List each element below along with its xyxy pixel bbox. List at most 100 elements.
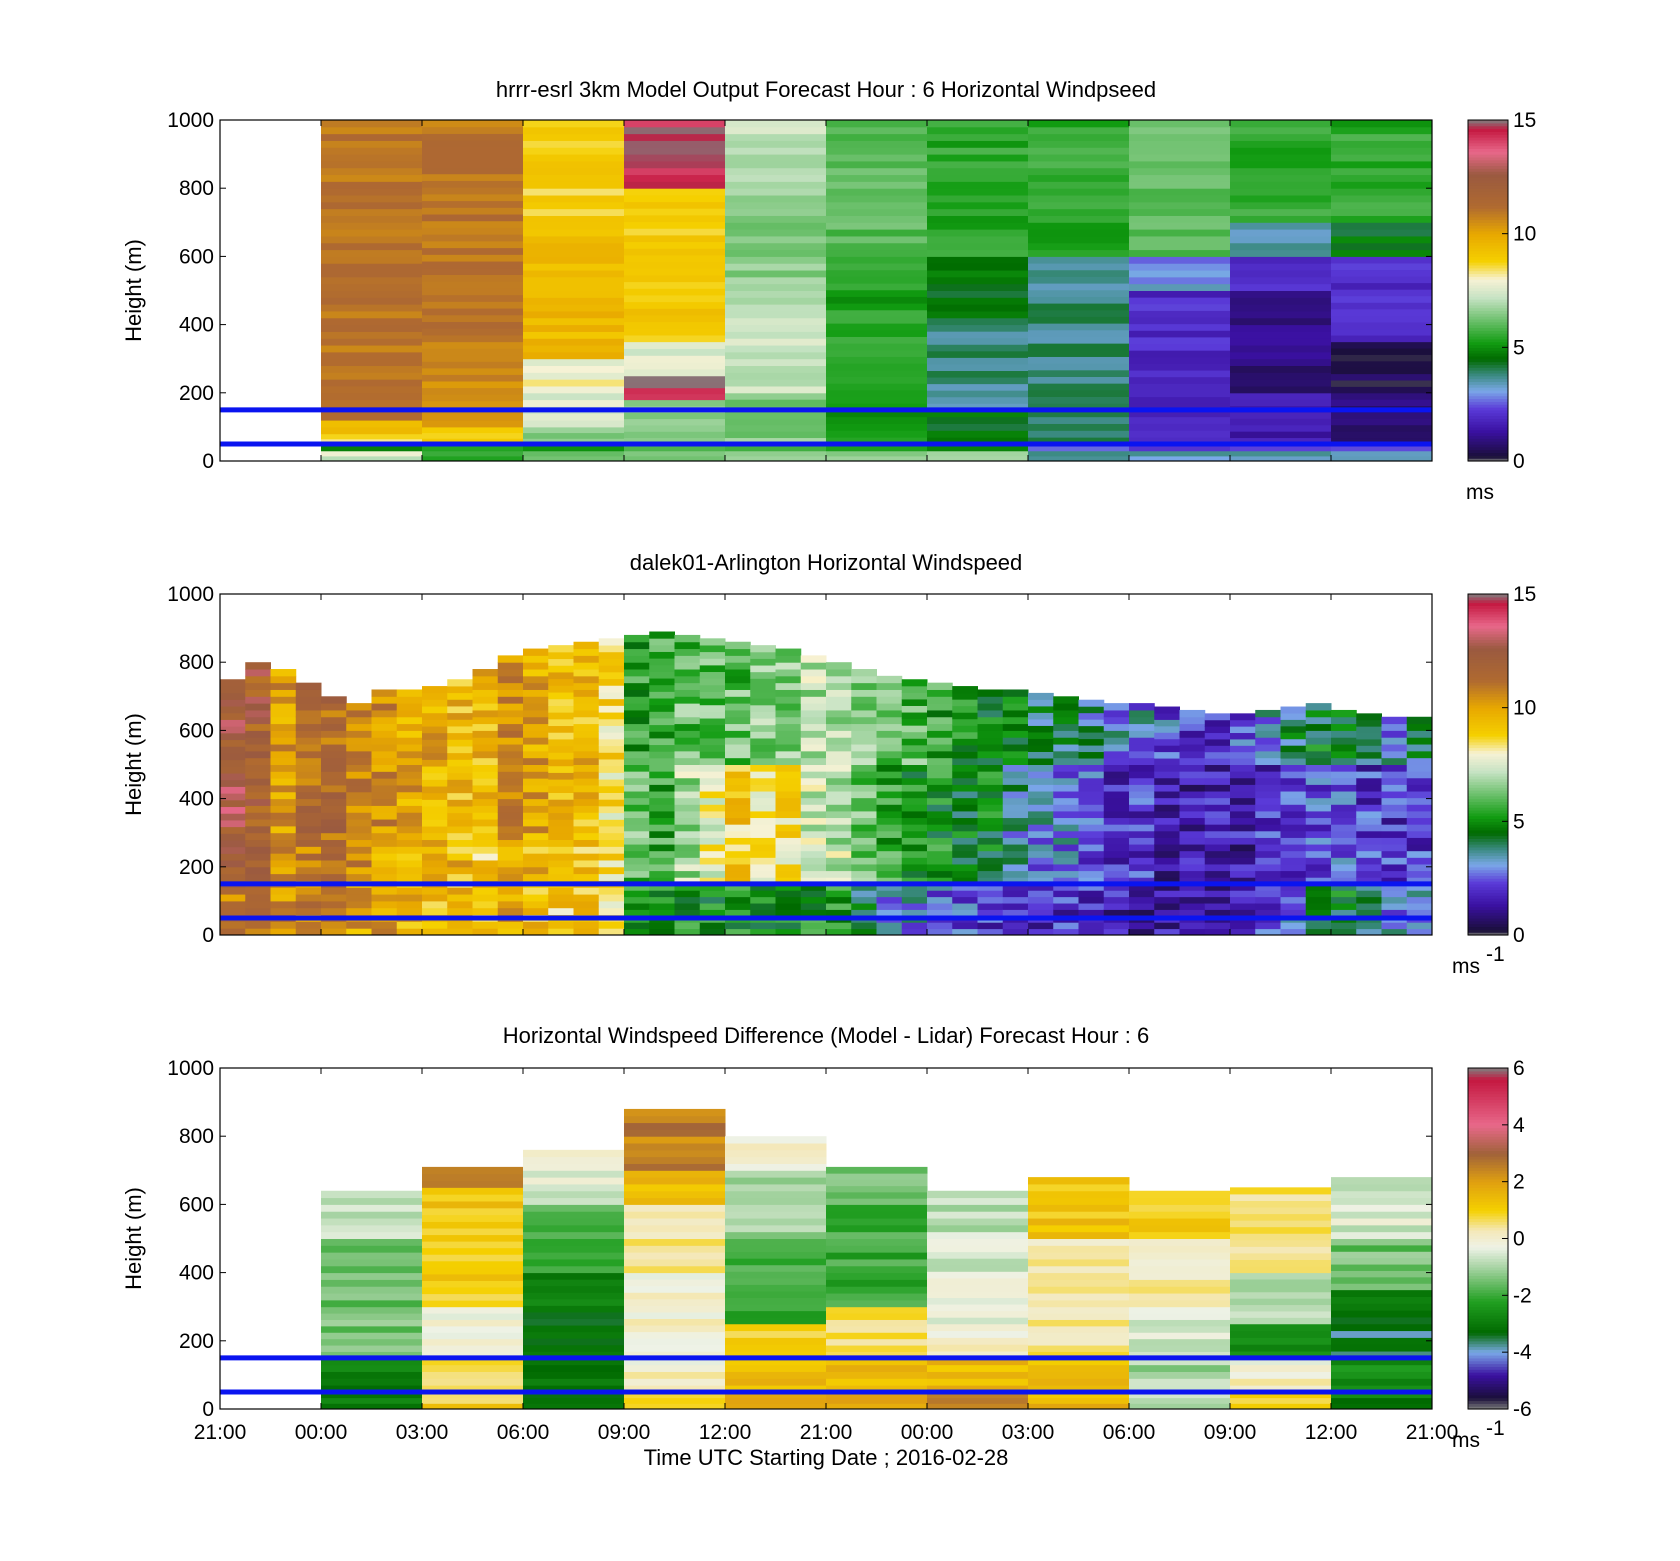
heatmap-cell [927,1284,1029,1292]
heatmap-cell [674,723,701,731]
heatmap-cell [472,682,499,690]
heatmap-cell [422,240,524,249]
heatmap-cell [346,887,372,895]
heatmap-cell [422,928,448,936]
heatmap-cell [1230,1337,1332,1345]
heatmap-cell [826,1338,928,1346]
heatmap-cell [725,174,827,182]
heatmap-cell [523,345,625,353]
y-tick-label: 800 [179,1125,214,1148]
heatmap-cell [699,711,726,719]
heatmap-cell [725,716,751,725]
heatmap-cell [851,824,877,832]
heatmap-cell [422,839,448,847]
heatmap-cell [523,120,625,128]
heatmap-cell [901,692,928,700]
heatmap-cell [523,825,549,834]
heatmap-cell [1331,1177,1433,1185]
heatmap-cell [725,909,751,917]
heatmap-cell [1129,297,1231,305]
heatmap-cell [725,437,827,445]
heatmap-cell [1078,784,1105,792]
colorbar-segment [1468,594,1508,598]
heatmap-cell [750,857,776,865]
heatmap-cell [851,797,877,805]
heatmap-cell [321,1245,423,1253]
heatmap-cell [523,154,625,162]
heatmap-column [523,1149,625,1410]
heatmap-cell [977,870,1004,878]
heatmap-cell [447,826,473,834]
heatmap-cell [1305,723,1332,731]
heatmap-cell [270,669,297,677]
heatmap-cell [624,890,650,898]
colorbar-segment [1468,1269,1508,1274]
colorbar-segment [1468,795,1508,800]
heatmap-cell [826,669,852,677]
heatmap-cell [321,1286,423,1294]
heatmap-cell [447,732,473,740]
heatmap-cell [523,229,625,237]
heatmap-cell [422,1313,524,1320]
heatmap-cell [472,744,499,752]
heatmap-column [220,679,246,936]
colorbar-segment [1468,327,1508,331]
heatmap-cell [245,709,271,718]
heatmap-cell [952,824,978,832]
colorbar-segment [1468,1181,1508,1186]
heatmap-cell [1053,716,1079,725]
heatmap-cell [851,903,877,910]
heatmap-cell [422,227,524,235]
heatmap-cell [396,737,423,745]
heatmap-cell [624,126,726,135]
heatmap-cell [346,825,372,834]
heatmap-cell [750,678,776,686]
heatmap-cell [1103,797,1130,805]
heatmap-cell [1230,1291,1332,1299]
heatmap-cell [346,764,372,772]
heatmap-cell [1356,751,1382,759]
heatmap-cell [245,894,271,902]
heatmap-cell [1280,863,1307,872]
heatmap-cell [624,154,726,162]
heatmap-cell [523,1344,625,1352]
heatmap-cell [1230,883,1256,891]
colorbar-segment [1468,313,1508,317]
heatmap-cell [775,655,802,663]
x-tick-label: 03:00 [396,1421,449,1444]
heatmap-column [295,682,322,936]
heatmap-cell [1230,1371,1332,1379]
heatmap-cell [775,922,802,930]
colorbar-segment [1468,370,1508,374]
heatmap-cell [321,1351,423,1359]
heatmap-cell [927,133,1029,141]
heatmap-column [1331,709,1357,936]
heatmap-cell [624,837,650,845]
heatmap-cell [977,744,1004,752]
heatmap-cell [1305,928,1332,936]
heatmap-cell [1381,737,1408,745]
heatmap-cell [447,745,473,754]
heatmap-cell [1154,764,1180,772]
heatmap-cell [1204,890,1231,898]
heatmap-cell [725,443,827,452]
heatmap-cell [1331,890,1357,898]
heatmap-cell [1331,896,1357,904]
heatmap-cell [321,358,423,367]
heatmap-cell [800,810,827,819]
heatmap-cell [1331,737,1357,745]
heatmap-cell [699,810,726,819]
heatmap-cell [800,709,827,718]
heatmap-cell [1053,857,1079,865]
heatmap-cell [624,1108,726,1117]
heatmap-cell [548,671,574,680]
heatmap-cell [1280,777,1307,785]
y-tick-label: 1000 [167,1057,214,1080]
heatmap-cell [851,777,877,785]
colorbar-segment [1468,1377,1508,1382]
heatmap-cell [220,773,246,781]
heatmap-cell [725,1156,827,1164]
heatmap-cell [1129,1306,1231,1314]
heatmap-cell [649,644,675,652]
heatmap-cell [1305,777,1332,785]
